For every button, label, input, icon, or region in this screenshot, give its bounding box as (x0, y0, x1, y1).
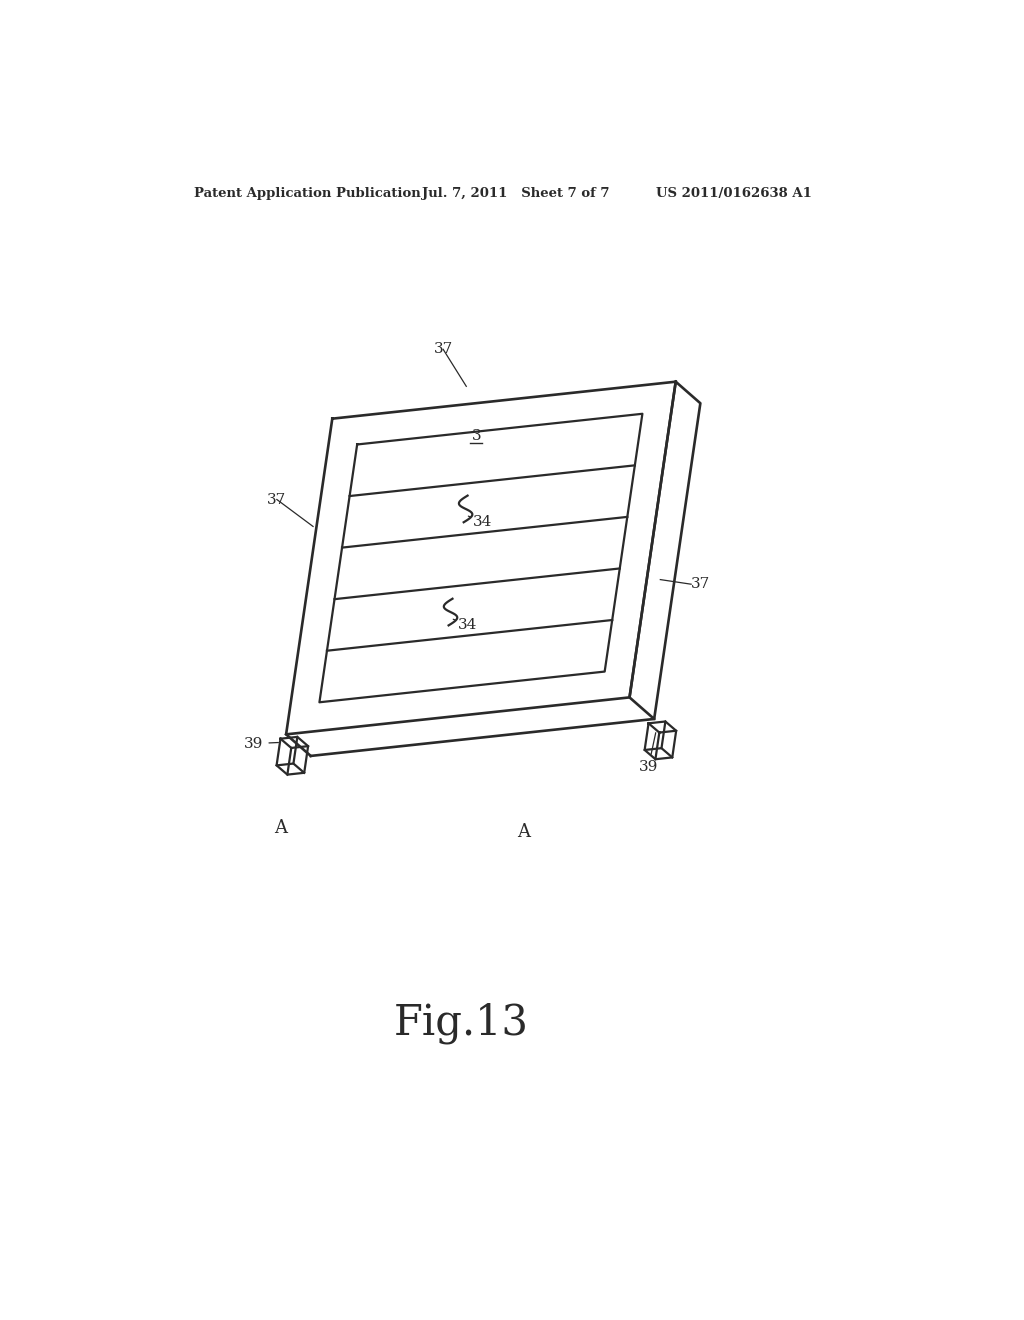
Text: A: A (274, 820, 287, 837)
Text: 3: 3 (471, 429, 481, 442)
Text: Fig.13: Fig.13 (394, 1002, 529, 1044)
Text: 39: 39 (244, 737, 279, 751)
Text: 37: 37 (267, 492, 287, 507)
Text: 34: 34 (468, 515, 493, 528)
Text: Patent Application Publication: Patent Application Publication (194, 187, 421, 199)
Text: 37: 37 (433, 342, 453, 356)
Text: A: A (517, 824, 529, 841)
Text: 39: 39 (639, 733, 658, 774)
Text: Jul. 7, 2011   Sheet 7 of 7: Jul. 7, 2011 Sheet 7 of 7 (422, 187, 609, 199)
Text: US 2011/0162638 A1: US 2011/0162638 A1 (656, 187, 812, 199)
Text: 34: 34 (454, 618, 477, 632)
Text: 37: 37 (691, 577, 711, 591)
